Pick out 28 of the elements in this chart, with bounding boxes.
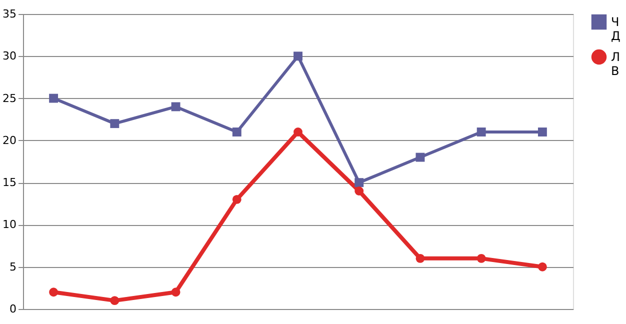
point	[294, 128, 302, 136]
y-tick-label: 35	[2, 8, 16, 20]
point	[110, 296, 120, 306]
point	[49, 94, 58, 103]
point	[416, 254, 425, 263]
point	[49, 288, 58, 297]
y-tick-label: 10	[2, 218, 16, 232]
point	[354, 186, 364, 196]
y-tick-label: 0	[10, 302, 16, 316]
point	[538, 128, 547, 136]
point	[232, 194, 242, 204]
point	[354, 178, 364, 188]
y-tick-label: 15	[2, 176, 16, 190]
point	[294, 52, 302, 61]
point	[171, 102, 180, 112]
y-tick-label: 25	[2, 92, 16, 105]
y-tick-label: 5	[10, 260, 16, 274]
point	[232, 128, 242, 136]
point	[476, 128, 486, 136]
point	[171, 288, 180, 297]
point	[110, 119, 120, 128]
legend-label: ЛВ	[611, 50, 620, 78]
point	[476, 254, 486, 263]
y-tick-label: 20	[2, 134, 16, 147]
point	[416, 152, 425, 162]
point	[538, 262, 547, 272]
y-tick-label: 30	[2, 50, 16, 63]
legend-label: ЧД	[611, 15, 620, 43]
